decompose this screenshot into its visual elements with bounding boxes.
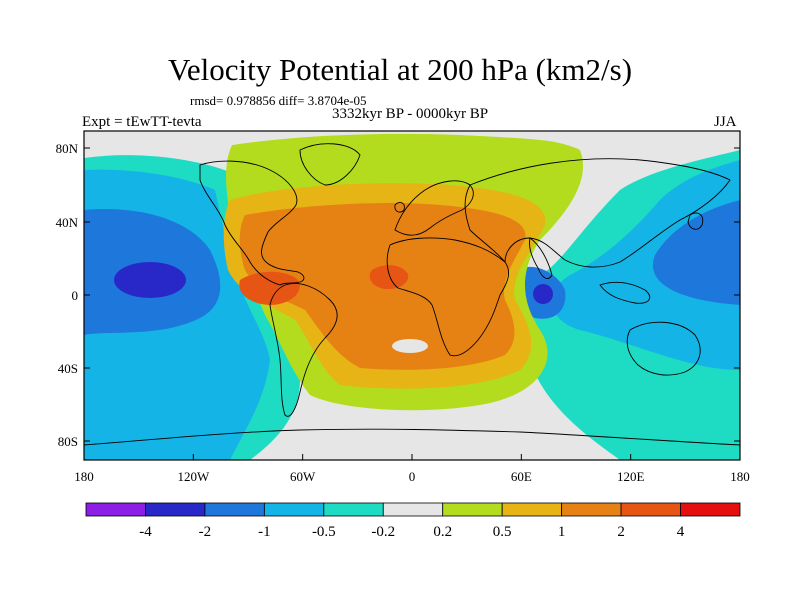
neutral-region-antarctic	[250, 419, 620, 460]
experiment-label: Expt = tEwTT-tevta	[82, 114, 202, 130]
colorbar-label: 2	[617, 524, 625, 540]
stats-subtitle: rmsd= 0.978856 diff= 3.8704e-05	[190, 93, 367, 108]
neutral-region-arctic	[84, 131, 740, 158]
lat-label: 40S	[58, 361, 78, 376]
lat-label: 80S	[58, 434, 78, 449]
minimum-east-pacific	[114, 262, 186, 298]
colorbar-swatch	[680, 502, 741, 517]
coast-europe	[394, 180, 474, 236]
colorbar-label: -0.2	[371, 524, 395, 540]
coast-uk	[394, 202, 405, 213]
coast-asia	[464, 158, 731, 268]
coast-south-america	[269, 283, 338, 417]
lon-label: 180	[730, 469, 750, 484]
season-label: JJA	[714, 114, 737, 130]
lon-label: 60E	[511, 469, 532, 484]
colorbar-label: 4	[677, 524, 685, 540]
colorbar-label: 0.2	[433, 524, 452, 540]
colorbar-label: -0.5	[312, 524, 336, 540]
minimum-indian-ocean	[533, 284, 553, 304]
colorbar-label: 0.5	[493, 524, 512, 540]
negative-contour-west-pacific-blue	[652, 200, 740, 305]
colorbar-swatch	[204, 502, 265, 517]
contour-field	[84, 131, 740, 460]
neutral-patch-south-atlantic	[392, 339, 428, 353]
lat-label: 0	[72, 288, 79, 303]
colorbar-swatch	[442, 502, 503, 517]
coast-greenland	[299, 143, 361, 186]
coast-maritime-continent	[599, 281, 651, 304]
map-title: Velocity Potential at 200 hPa (km2/s)	[167, 52, 633, 87]
maximum-west-africa	[369, 265, 409, 290]
colorbar-label: -4	[139, 524, 152, 540]
lat-label: 40N	[56, 215, 79, 230]
coast-australia	[626, 321, 701, 376]
lon-label: 120W	[177, 469, 210, 484]
coastlines	[84, 143, 740, 446]
colorbar-swatch	[620, 502, 681, 517]
lon-label: 0	[409, 469, 416, 484]
latitude-axis: 80N 40N 0 40S 80S	[56, 141, 740, 449]
colorbar: -4 -2 -1 -0.5 -0.2 0.2 0.5 1 2 4	[85, 502, 741, 540]
colorbar-swatch	[501, 502, 563, 517]
colorbar-swatch	[323, 502, 384, 517]
lon-label: 60W	[290, 469, 316, 484]
lon-label: 120E	[617, 469, 645, 484]
colorbar-label: 1	[558, 524, 566, 540]
longitude-axis: 180 120W 60W 0 60E 120E 180	[74, 454, 750, 484]
coast-africa	[386, 237, 510, 357]
coast-india	[529, 237, 553, 279]
colorbar-label: -1	[258, 524, 271, 540]
coast-japan	[687, 212, 704, 230]
colorbar-swatch	[561, 502, 622, 517]
period-subtitle: 3332kyr BP - 0000kyr BP	[331, 106, 489, 122]
lat-label: 80N	[56, 141, 79, 156]
colorbar-label: -2	[199, 524, 212, 540]
colorbar-swatch	[85, 502, 146, 517]
coast-antarctica	[84, 428, 740, 446]
colorbar-swatch	[263, 502, 325, 517]
lon-label: 180	[74, 469, 94, 484]
coast-north-america	[199, 160, 305, 286]
colorbar-swatch	[382, 502, 444, 517]
maximum-south-america	[239, 271, 300, 305]
colorbar-swatch	[145, 502, 206, 517]
